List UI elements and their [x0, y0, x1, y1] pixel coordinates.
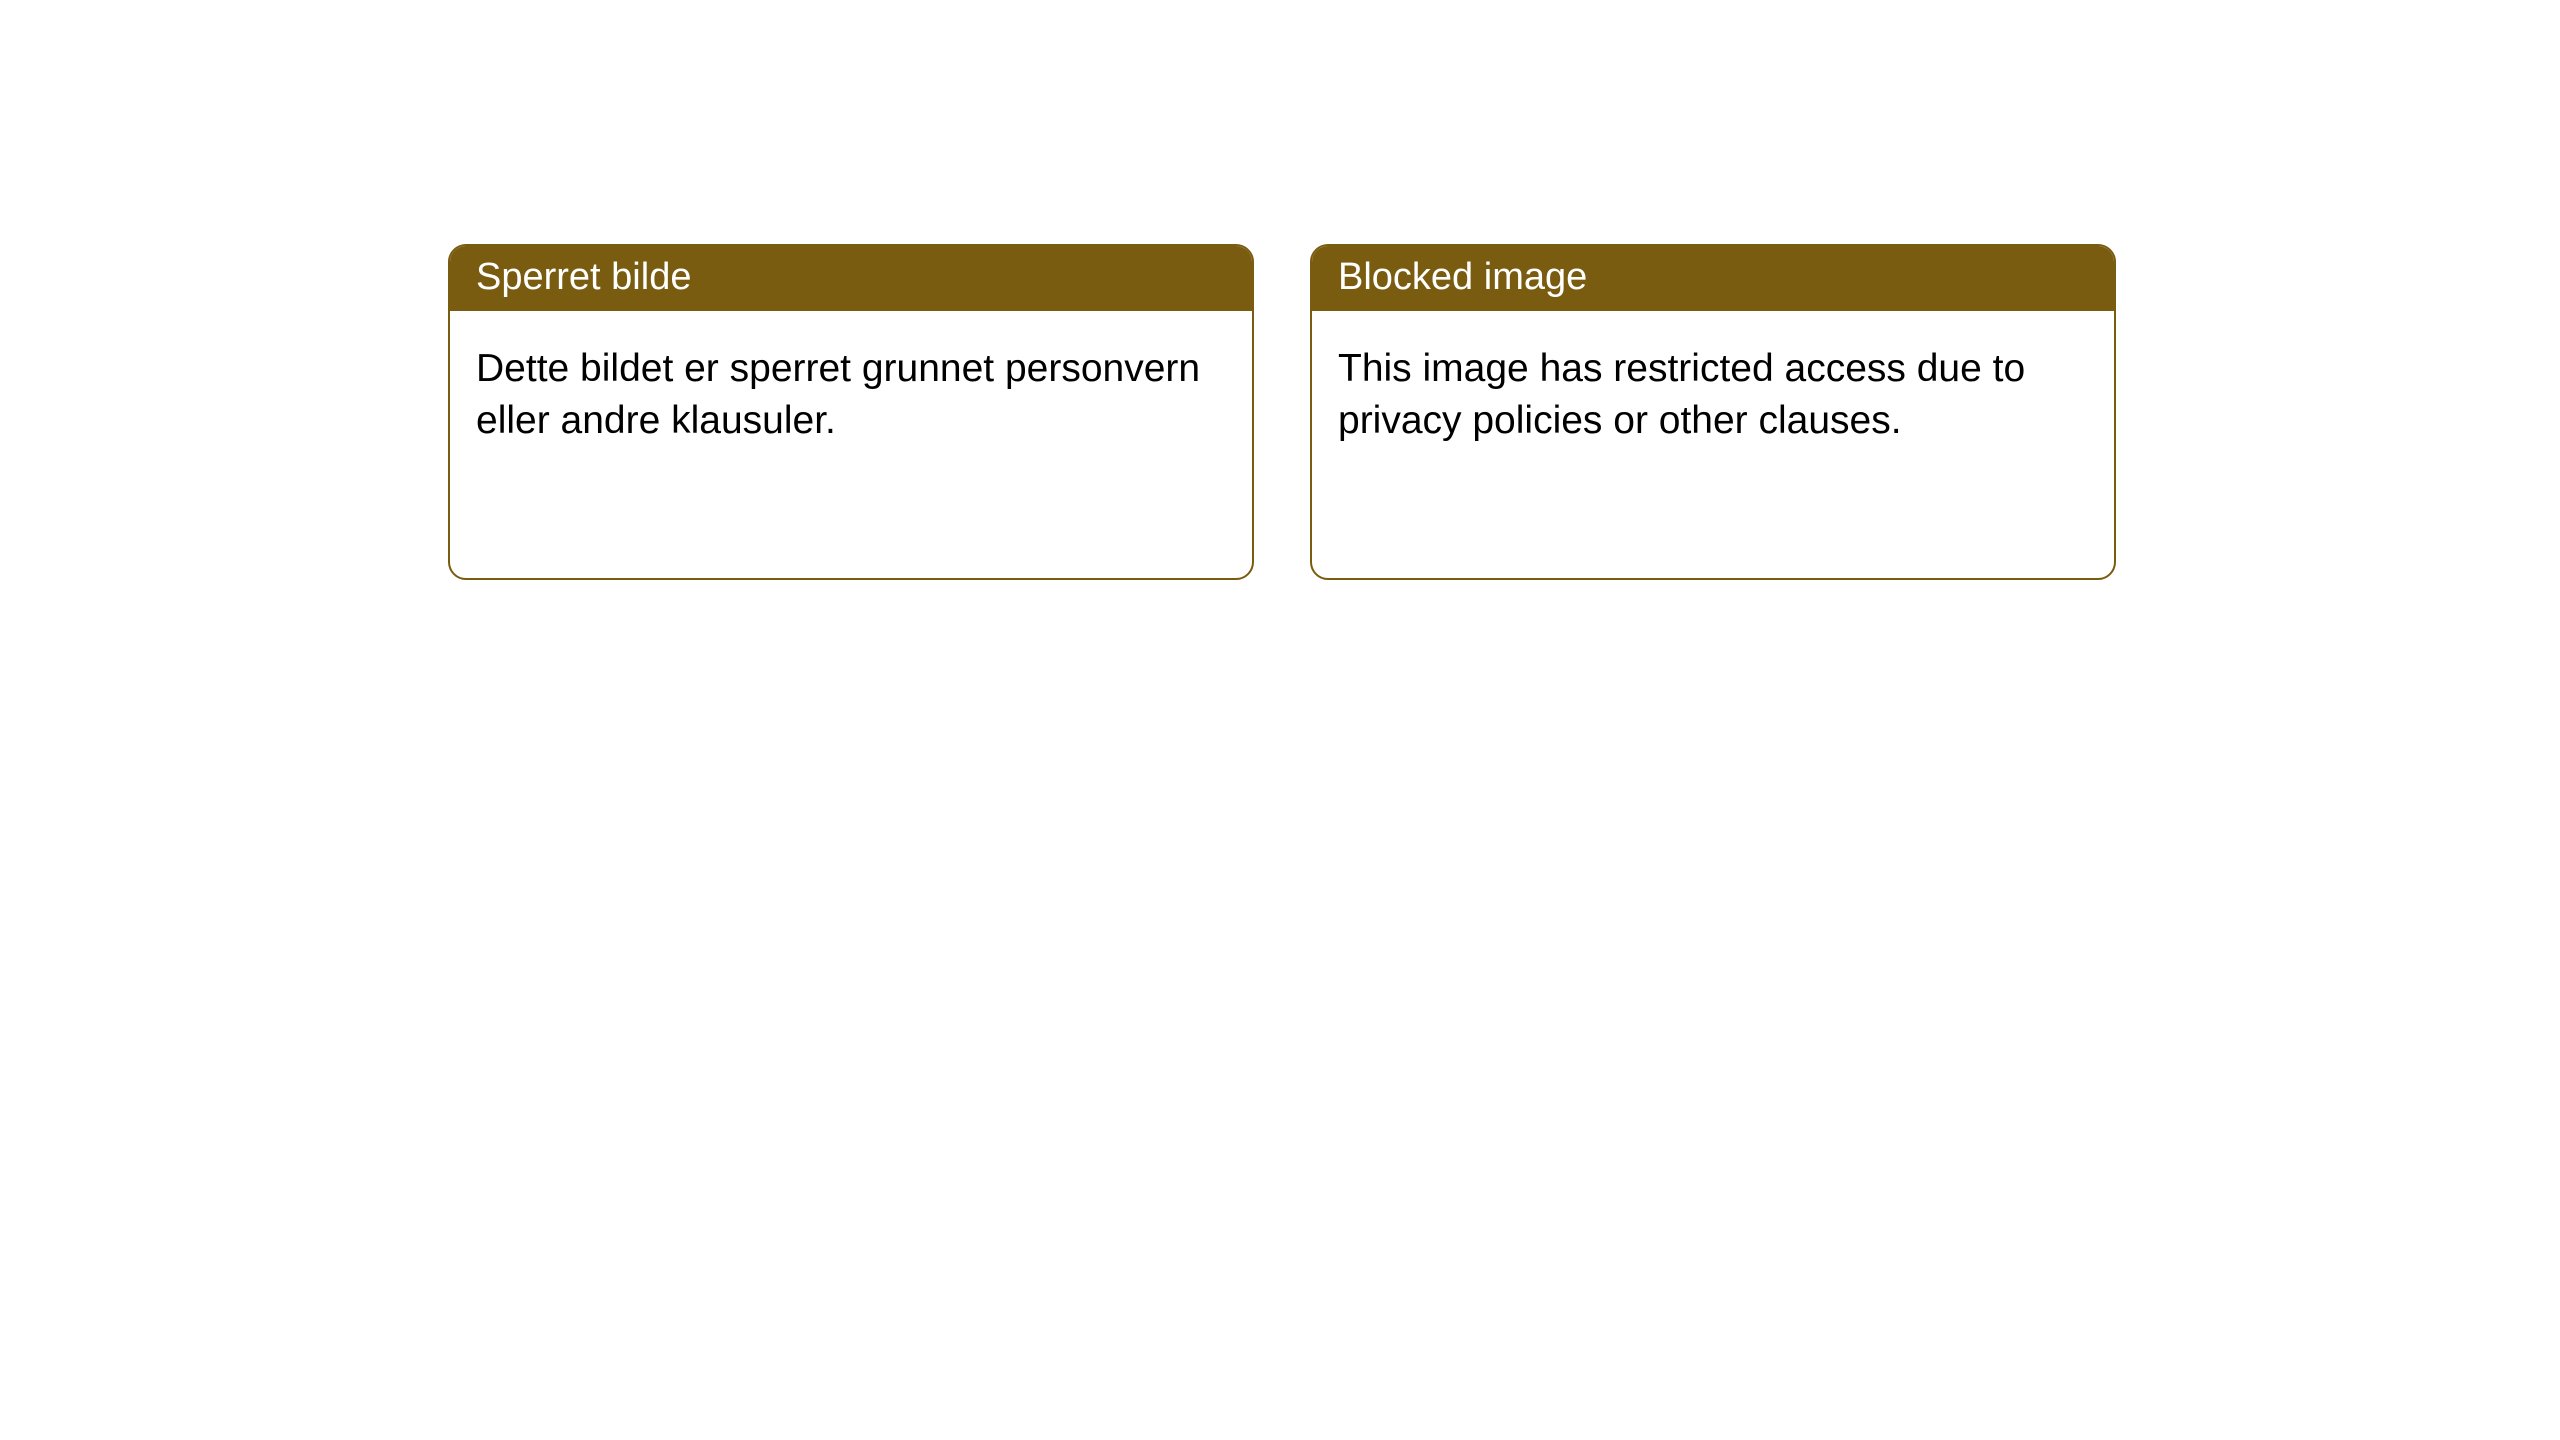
notice-card-no: Sperret bilde Dette bildet er sperret gr… [448, 244, 1254, 580]
notice-container: Sperret bilde Dette bildet er sperret gr… [0, 0, 2560, 580]
notice-body-no: Dette bildet er sperret grunnet personve… [450, 311, 1252, 479]
notice-title-en: Blocked image [1312, 246, 2114, 311]
notice-card-en: Blocked image This image has restricted … [1310, 244, 2116, 580]
notice-body-en: This image has restricted access due to … [1312, 311, 2114, 479]
notice-title-no: Sperret bilde [450, 246, 1252, 311]
